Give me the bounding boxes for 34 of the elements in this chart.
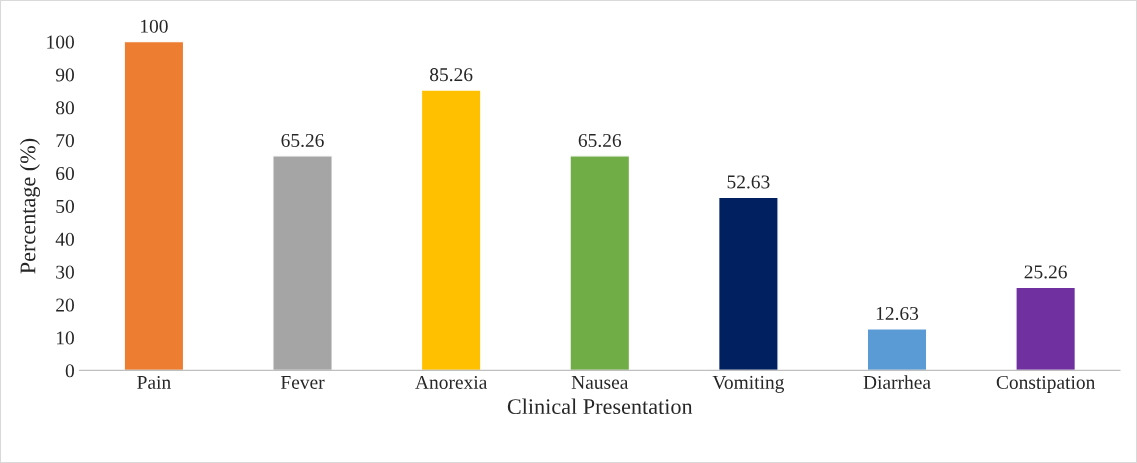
x-tick-label: Diarrhea <box>863 375 931 389</box>
y-tick-label: 90 <box>55 68 74 82</box>
data-label: 25.26 <box>1024 265 1067 279</box>
bar <box>717 196 779 371</box>
y-tick-label: 70 <box>56 134 74 148</box>
bar <box>272 155 333 371</box>
y-tick-label: 50 <box>56 199 74 213</box>
x-axis-title: Clinical Presentation <box>507 398 693 415</box>
y-tick-label: 60 <box>56 166 74 181</box>
bar <box>569 155 631 371</box>
x-tick-label: Vomiting <box>712 375 785 393</box>
y-tick-label: 20 <box>56 298 74 312</box>
data-label: 12.63 <box>876 306 919 321</box>
y-tick-label: 40 <box>55 232 74 246</box>
data-label: 65.26 <box>281 133 324 148</box>
data-label: 65.26 <box>578 133 622 148</box>
x-tick-label: Nausea <box>571 376 629 389</box>
y-tick-label: 30 <box>56 265 74 279</box>
y-tick-label: 0 <box>65 364 74 378</box>
data-label: 52.63 <box>727 175 770 189</box>
y-tick-label: 100 <box>47 35 74 49</box>
x-tick-label: Fever <box>280 376 325 389</box>
x-tick-label: Pain <box>137 375 171 389</box>
bar <box>420 89 482 371</box>
y-tick-label: 10 <box>56 331 74 345</box>
data-label: 100 <box>141 19 168 33</box>
x-tick-label: Anorexia <box>415 375 488 389</box>
data-label: 85.26 <box>430 68 473 82</box>
bar <box>123 41 185 371</box>
y-tick-label: 80 <box>56 101 74 115</box>
bar <box>1015 286 1077 371</box>
x-tick-label: Constipation <box>996 375 1096 393</box>
y-axis-title: Percentage (%) <box>19 138 41 274</box>
bar <box>866 328 928 371</box>
